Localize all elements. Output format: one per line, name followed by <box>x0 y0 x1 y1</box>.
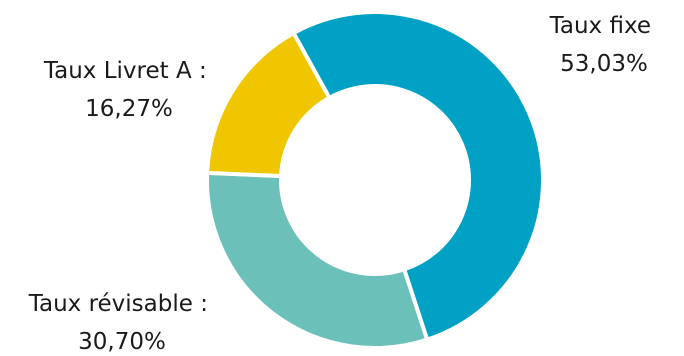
slice-label-taux-fixe: Taux fixe 53,03% <box>549 13 659 77</box>
donut-slice-0 <box>290 10 545 343</box>
slice-label-taux-revisable-name: Taux révisable : <box>28 291 208 317</box>
donut-slice-2 <box>205 30 333 179</box>
slice-label-taux-fixe-value: 53,03% <box>560 51 648 77</box>
slice-label-taux-revisable: Taux révisable : 30,70% <box>28 291 216 352</box>
slice-label-taux-fixe-name: Taux fixe <box>549 13 651 39</box>
donut-slices <box>205 10 545 350</box>
slice-label-taux-livret-a: Taux Livret A : 16,27% <box>43 58 214 122</box>
slice-label-taux-livret-a-name: Taux Livret A : <box>43 58 207 84</box>
slice-label-taux-livret-a-value: 16,27% <box>85 96 173 122</box>
slice-label-taux-revisable-value: 30,70% <box>78 329 166 352</box>
donut-slice-1 <box>205 170 430 350</box>
